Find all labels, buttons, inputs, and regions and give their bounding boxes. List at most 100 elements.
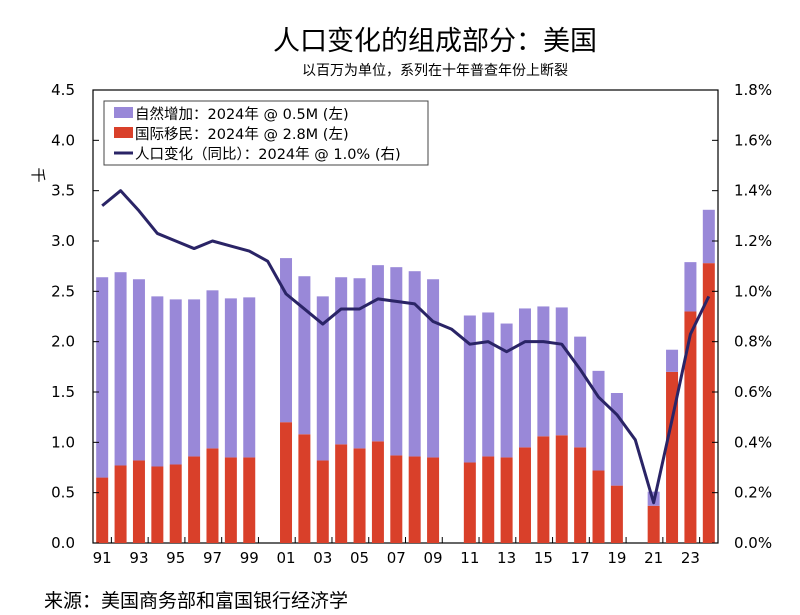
bar-immigration-2022 (666, 371, 679, 543)
bar-natural-2005 (353, 278, 366, 449)
bar-immigration-2002 (298, 434, 311, 543)
bar-natural-2023 (684, 262, 697, 312)
bar-natural-2003 (316, 296, 329, 461)
y2-tick-label: 1.8% (734, 81, 772, 99)
bar-immigration-1998 (224, 457, 237, 543)
bar-natural-2006 (371, 265, 384, 442)
y-tick-label: 4.0 (51, 131, 75, 149)
bar-natural-2002 (298, 276, 311, 435)
y-tick-label: 1.0 (51, 433, 75, 451)
y-tick-label: 0.0 (51, 534, 75, 552)
bar-immigration-2019 (610, 485, 623, 543)
y2-tick-label: 1.0% (734, 282, 772, 300)
bar-immigration-2006 (371, 441, 384, 543)
bar-natural-2012 (482, 312, 495, 457)
y2-tick-label: 0.0% (734, 534, 772, 552)
x-tick-label: 93 (129, 549, 148, 567)
y2-tick-label: 1.6% (734, 131, 772, 149)
bar-natural-2015 (537, 306, 550, 437)
bar-natural-1998 (224, 298, 237, 458)
legend-label: 自然增加：2024年 @ 0.5M (左) (135, 106, 349, 123)
y2-tick-label: 0.6% (734, 383, 772, 401)
bar-natural-1991 (96, 277, 109, 478)
chart-subtitle: 以百万为单位，系列在十年普查年份上断裂 (302, 63, 568, 79)
bar-immigration-2018 (592, 470, 605, 543)
bar-immigration-2013 (500, 457, 513, 543)
bar-natural-2014 (518, 308, 531, 448)
bar-immigration-2007 (390, 455, 403, 543)
legend-label: 国际移民：2024年 @ 2.8M (左) (135, 126, 349, 143)
bar-immigration-1999 (243, 457, 256, 543)
bar-immigration-1992 (114, 465, 127, 543)
bar-natural-1994 (151, 296, 164, 467)
bar-natural-2019 (610, 393, 623, 486)
x-tick-label: 07 (387, 549, 406, 567)
bar-immigration-2017 (574, 447, 587, 543)
bar-natural-2009 (427, 279, 440, 458)
legend-swatch (114, 107, 133, 118)
legend-box (103, 100, 429, 166)
x-tick-label: 23 (681, 549, 700, 567)
bar-immigration-1991 (96, 477, 109, 543)
x-tick-label: 01 (276, 549, 295, 567)
y-tick-label: 0.5 (51, 484, 75, 502)
bar-natural-1995 (169, 299, 182, 465)
bar-immigration-2008 (408, 456, 421, 543)
bar-immigration-1995 (169, 464, 182, 543)
x-tick-label: 17 (571, 549, 590, 567)
bar-immigration-1993 (132, 460, 145, 543)
y-tick-label: 2.5 (51, 282, 75, 300)
x-tick-label: 21 (644, 549, 663, 567)
bar-immigration-2014 (518, 447, 531, 543)
bar-immigration-2009 (427, 457, 440, 543)
x-tick-label: 95 (166, 549, 185, 567)
source-note: 来源：美国商务部和富国银行经济学 (44, 590, 349, 612)
y2-tick-label: 1.4% (734, 182, 772, 200)
y-tick-label: 3.0 (51, 232, 75, 250)
x-tick-label: 99 (240, 549, 259, 567)
bar-immigration-2005 (353, 448, 366, 543)
bar-natural-2018 (592, 370, 605, 471)
bar-immigration-2024 (702, 263, 715, 543)
bar-immigration-2012 (482, 456, 495, 543)
y2-tick-label: 0.4% (734, 433, 772, 451)
bar-natural-2011 (463, 315, 476, 463)
bar-immigration-2011 (463, 462, 476, 543)
x-tick-label: 13 (497, 549, 516, 567)
bar-natural-2004 (335, 277, 348, 445)
bar-natural-1999 (243, 297, 256, 458)
chart-title: 人口变化的组成部分：美国 (273, 26, 597, 57)
bar-immigration-2003 (316, 460, 329, 543)
bar-natural-2024 (702, 209, 715, 264)
legend-swatch (114, 127, 133, 138)
bar-immigration-2001 (280, 422, 293, 543)
x-tick-label: 11 (460, 549, 479, 567)
y-axis-label: 千 (29, 167, 47, 182)
bar-natural-2007 (390, 267, 403, 456)
y-tick-label: 2.0 (51, 333, 75, 351)
bar-natural-1993 (132, 279, 145, 461)
x-tick-label: 19 (607, 549, 626, 567)
bar-natural-1992 (114, 272, 127, 466)
bar-immigration-1996 (188, 456, 201, 543)
bar-immigration-2004 (335, 444, 348, 543)
y2-tick-label: 0.2% (734, 484, 772, 502)
legend-label: 人口变化（同比）：2024年 @ 1.0% (右) (135, 146, 401, 163)
bar-natural-1997 (206, 290, 219, 449)
y2-tick-label: 0.8% (734, 333, 772, 351)
x-tick-label: 97 (203, 549, 222, 567)
bar-natural-2017 (574, 336, 587, 448)
y-tick-label: 3.5 (51, 182, 75, 200)
bar-natural-2001 (280, 258, 293, 423)
line-population-change (101, 189, 711, 505)
bar-immigration-2023 (684, 311, 697, 543)
x-tick-label: 09 (424, 549, 443, 567)
y-tick-label: 1.5 (51, 383, 75, 401)
bar-immigration-2021 (647, 505, 660, 543)
y2-tick-label: 1.2% (734, 232, 772, 250)
x-tick-label: 05 (350, 549, 369, 567)
bar-natural-2013 (500, 323, 513, 458)
x-tick-label: 03 (313, 549, 332, 567)
x-tick-label: 91 (93, 549, 112, 567)
